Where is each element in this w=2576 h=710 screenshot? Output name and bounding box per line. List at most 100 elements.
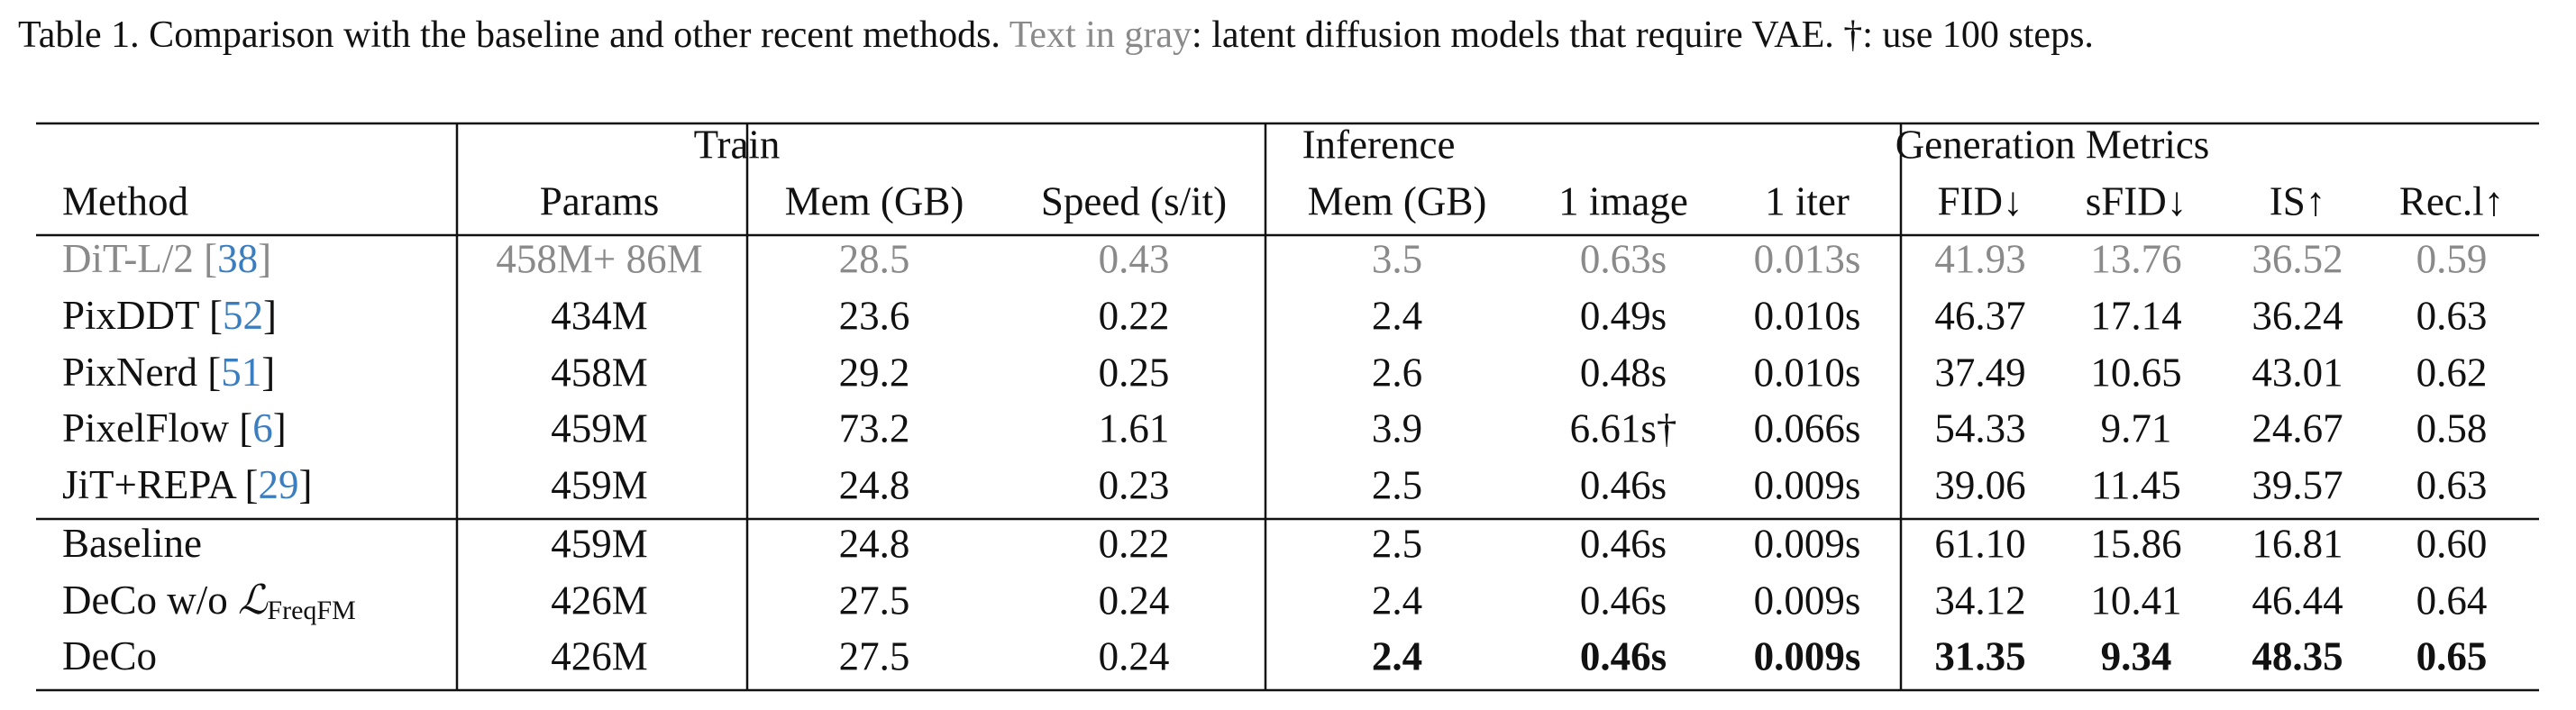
cell: 0.43 (1099, 236, 1170, 281)
cell: 0.24 (1099, 578, 1170, 623)
cell: 43.01 (2252, 350, 2343, 395)
method-label: DeCo w/o (62, 578, 238, 623)
cell: 0.22 (1099, 293, 1170, 338)
cell: 16.81 (2252, 521, 2343, 566)
citation-bracket: ] (299, 462, 313, 507)
cell: 0.63 (2416, 462, 2488, 507)
column-header: Mem (GB) (1308, 178, 1487, 223)
cell: 48.35 (2252, 633, 2343, 678)
cell: 0.48s (1580, 350, 1667, 395)
citation: 51 (221, 350, 261, 395)
column-header: Speed (s/it) (1041, 178, 1227, 223)
method-name: Baseline (62, 521, 202, 566)
cell: 0.009s (1754, 462, 1861, 507)
method-label: DeCo (62, 633, 157, 678)
cell: 73.2 (839, 405, 910, 451)
group-header: Inference (1302, 122, 1456, 167)
cell: 34.12 (1934, 578, 2025, 623)
cell: 31.35 (1934, 633, 2025, 678)
column-header: FID↓ (1937, 178, 2023, 223)
citation: 38 (217, 236, 258, 281)
citation-bracket: ] (258, 236, 271, 281)
cell: 41.93 (1934, 236, 2025, 281)
citation-bracket: ] (273, 405, 287, 451)
cell: 39.57 (2252, 462, 2343, 507)
method-name: DeCo w/o ℒFreqFM (62, 578, 356, 625)
cell: 29.2 (839, 350, 910, 395)
cell: 2.5 (1372, 462, 1422, 507)
method-label: PixelFlow [ (62, 405, 252, 451)
cell: 1.61 (1099, 405, 1170, 451)
cell: 10.41 (2090, 578, 2181, 623)
column-header: IS↑ (2270, 178, 2326, 223)
cell: 24.8 (839, 462, 910, 507)
math-symbol: ℒ (238, 578, 269, 623)
cell: 17.14 (2090, 293, 2181, 338)
cell: 9.34 (2101, 633, 2172, 678)
cell: 0.46s (1580, 521, 1667, 566)
cell: 0.65 (2416, 633, 2488, 678)
citation-bracket: ] (261, 350, 275, 395)
method-name: PixDDT [52] (62, 293, 277, 338)
cell: 0.23 (1099, 462, 1170, 507)
cell: 2.6 (1372, 350, 1422, 395)
cell: 36.52 (2252, 236, 2343, 281)
cell: 0.25 (1099, 350, 1170, 395)
citation: 6 (252, 405, 273, 451)
cell: 6.61s† (1570, 405, 1677, 451)
citation: 52 (223, 293, 263, 338)
cell: 0.60 (2416, 521, 2488, 566)
cell: 46.37 (1934, 293, 2025, 338)
cell: 39.06 (1934, 462, 2025, 507)
cell: 0.013s (1754, 236, 1861, 281)
cell: 459M (551, 405, 648, 451)
cell: 0.58 (2416, 405, 2488, 451)
cell: 0.63s (1580, 236, 1667, 281)
cell: 24.8 (839, 521, 910, 566)
cell: 0.009s (1754, 633, 1861, 678)
cell: 28.5 (839, 236, 910, 281)
group-header: Train (694, 122, 781, 167)
cell: 11.45 (2091, 462, 2181, 507)
cell: 0.010s (1754, 350, 1861, 395)
cell: 37.49 (1934, 350, 2025, 395)
method-name: PixelFlow [6] (62, 405, 287, 451)
cell: 13.76 (2090, 236, 2181, 281)
cell: 459M (551, 521, 648, 566)
column-header: Method (62, 178, 188, 223)
cell: 0.59 (2416, 236, 2488, 281)
cell: 0.066s (1754, 405, 1861, 451)
cell: 2.4 (1372, 633, 1422, 678)
column-header: Rec.l↑ (2399, 178, 2504, 223)
cell: 0.22 (1099, 521, 1170, 566)
cell: 458M+ 86M (496, 236, 702, 281)
column-header: Params (540, 178, 659, 223)
cell: 54.33 (1934, 405, 2025, 451)
cell: 46.44 (2252, 578, 2343, 623)
cell: 24.67 (2252, 405, 2343, 451)
caption-lead: Table 1. Comparison with the baseline an… (18, 14, 1000, 56)
cell: 9.71 (2101, 405, 2172, 451)
method-name: PixNerd [51] (62, 350, 275, 395)
group-header: Generation Metrics (1895, 122, 2210, 167)
cell: 2.5 (1372, 521, 1422, 566)
math-subscript: FreqFM (267, 596, 355, 625)
method-name: DiT-L/2 [38] (62, 236, 271, 281)
cell: 434M (551, 293, 648, 338)
cell: 2.4 (1372, 293, 1422, 338)
citation-bracket: ] (263, 293, 277, 338)
method-name: JiT+REPA [29] (62, 462, 313, 507)
column-header: Mem (GB) (785, 178, 964, 223)
method-label: Baseline (62, 521, 202, 566)
column-header: 1 iter (1765, 178, 1850, 223)
cell: 0.009s (1754, 578, 1861, 623)
cell: 2.4 (1372, 578, 1422, 623)
cell: 0.46s (1580, 633, 1667, 678)
method-label: DiT-L/2 [ (62, 236, 217, 281)
cell: 61.10 (1934, 521, 2025, 566)
cell: 458M (551, 350, 648, 395)
cell: 0.010s (1754, 293, 1861, 338)
method-label: JiT+REPA [ (62, 462, 259, 507)
